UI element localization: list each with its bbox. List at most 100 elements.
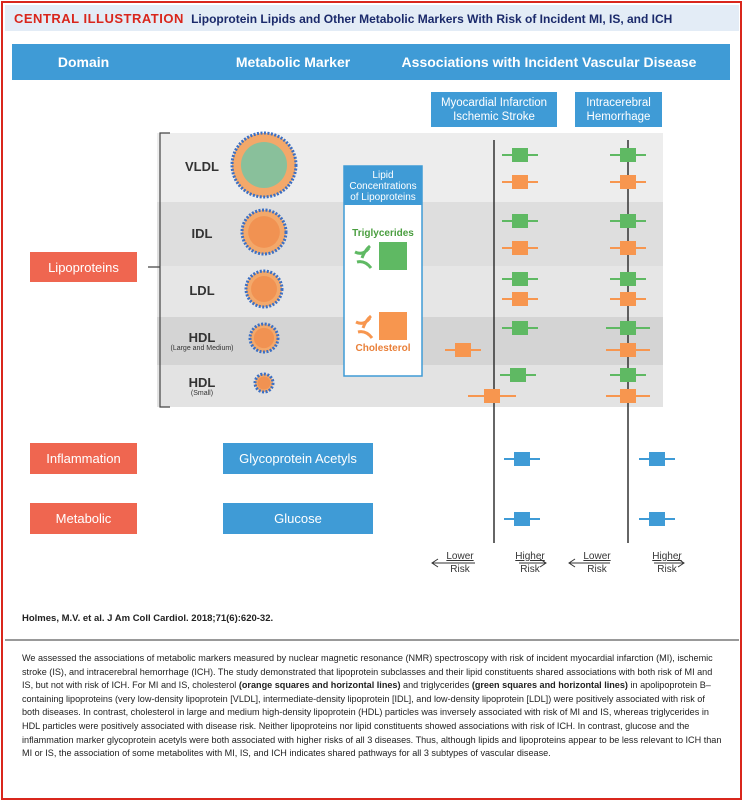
legend-title-line: of Lipoproteins (350, 191, 416, 203)
caption-text: and triglycerides (400, 680, 472, 691)
outcome-line: Ischemic Stroke (453, 110, 535, 123)
effect-square (620, 389, 636, 403)
particle-core (251, 276, 277, 302)
particle-core (253, 327, 275, 349)
domain-box (30, 252, 137, 282)
legend-title: Lipid Concentrations of Lipoproteins (344, 167, 422, 205)
axis-line: Risk (450, 564, 470, 575)
row-label: IDL (162, 226, 242, 241)
effect-square (620, 368, 636, 382)
legend-icon (355, 314, 374, 339)
effect-square (620, 148, 636, 162)
effect-square (512, 241, 528, 255)
effect-square (512, 321, 528, 335)
domain-label: Lipoproteins (48, 259, 119, 275)
legend-title-box (344, 166, 422, 205)
row-name: VLDL (185, 159, 219, 174)
particle-core (257, 376, 271, 390)
bracket (148, 132, 170, 408)
particle-core (240, 141, 288, 189)
effect-square (620, 241, 636, 255)
effect-square (512, 272, 528, 286)
axis-line: Higher (515, 551, 545, 562)
marker-label: Glycoprotein Acetyls (239, 451, 357, 466)
axis-line: Risk (520, 564, 540, 575)
legend-item: Cholesterol (355, 343, 411, 354)
marker-label: Glucose (274, 511, 322, 526)
row-label: HDL (Small) (162, 375, 242, 397)
effect-square (620, 214, 636, 228)
effect-square (455, 343, 471, 357)
column-header: Associations with Incident Vascular Dise… (401, 54, 697, 70)
row-sub: (Large and Medium) (170, 345, 234, 352)
axis-line: Risk (657, 564, 677, 575)
axis-line: Risk (587, 564, 607, 575)
caption-bold: (orange squares and horizontal lines) (238, 680, 401, 691)
outcome-line: Hemorrhage (586, 110, 651, 123)
risk-arrows (431, 558, 685, 568)
effect-square (620, 272, 636, 286)
effect-square (649, 452, 665, 466)
marker-box (223, 503, 373, 534)
axis-line: Lower (583, 551, 611, 562)
axis-label: Lower Risk (572, 550, 622, 576)
column-header: Metabolic Marker (235, 54, 351, 70)
legend-swatch (379, 242, 407, 270)
effect-square (510, 368, 526, 382)
domain-label: Metabolic (55, 511, 112, 526)
citation: Holmes, M.V. et al. J Am Coll Cardiol. 2… (22, 613, 274, 624)
effect-square (512, 292, 528, 306)
row-name: IDL (191, 226, 213, 241)
header: CENTRAL ILLUSTRATION Lipoprotein Lipids … (14, 11, 672, 26)
legend-title-line: Lipid (372, 169, 394, 181)
caption: We assessed the associations of metaboli… (22, 652, 722, 761)
header-label: CENTRAL ILLUSTRATION (14, 11, 184, 26)
axis-label: Lower Risk (435, 550, 485, 576)
effect-square (649, 512, 665, 526)
caption-text: in apolipoprotein B–containing lipoprote… (22, 680, 722, 759)
row-name: HDL (188, 375, 216, 390)
axis-line: Higher (652, 551, 682, 562)
outcome-line: Intracerebral (586, 96, 651, 109)
outcome-label: Myocardial Infarction Ischemic Stroke (431, 92, 557, 127)
row-sub: (Small) (190, 390, 214, 397)
effect-square (512, 214, 528, 228)
domain-box (30, 503, 137, 534)
effect-square (514, 512, 530, 526)
effect-square (620, 292, 636, 306)
axis-label: Higher Risk (505, 550, 555, 576)
header-title: Lipoprotein Lipids and Other Metabolic M… (191, 12, 673, 26)
caption-bold: (green squares and horizontal lines) (471, 680, 628, 691)
domain-box (30, 443, 137, 474)
column-header: Domain (57, 54, 110, 70)
effect-square (512, 148, 528, 162)
effect-square (514, 452, 530, 466)
row-label: VLDL (162, 159, 242, 174)
legend-title-line: Concentrations (349, 180, 417, 192)
axis-label: Higher Risk (642, 550, 692, 576)
domain-label: Inflammation (46, 451, 121, 466)
header-band (5, 5, 739, 31)
effect-square (512, 175, 528, 189)
outcome-box (431, 92, 557, 127)
outcome-line: Myocardial Infarction (440, 96, 548, 109)
row-label: HDL (Large and Medium) (162, 330, 242, 352)
outcome-label: Intracerebral Hemorrhage (575, 92, 662, 127)
legend-swatch (379, 312, 407, 340)
legend-item: Triglycerides (352, 228, 414, 239)
row-label: LDL (162, 283, 242, 298)
effect-square (620, 321, 636, 335)
effect-square (620, 175, 636, 189)
effect-square (620, 343, 636, 357)
axis-line: Lower (446, 551, 474, 562)
row-name: LDL (189, 283, 215, 298)
legend-icon (354, 244, 373, 269)
marker-box (223, 443, 373, 474)
row-name: HDL (188, 330, 216, 345)
outcome-box (575, 92, 662, 127)
effect-square (484, 389, 500, 403)
column-band (12, 44, 730, 80)
particle-core (248, 216, 280, 248)
